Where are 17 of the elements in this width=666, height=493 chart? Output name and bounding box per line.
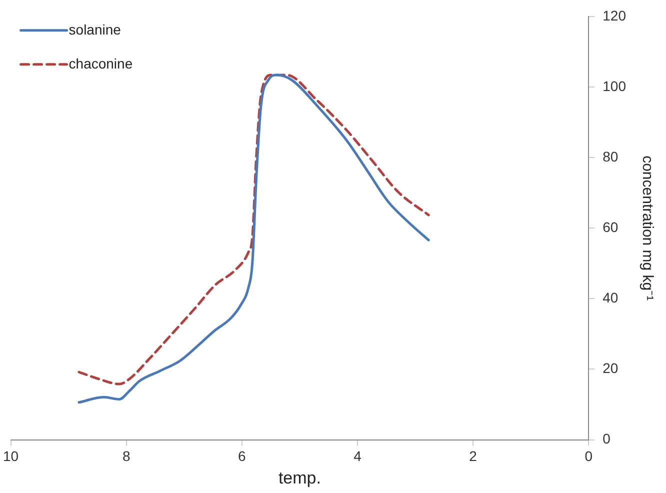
y-tick-label: 0 <box>602 430 611 447</box>
x-tick-label: 6 <box>238 448 246 464</box>
y-tick-label: 100 <box>602 78 626 94</box>
x-axis-title: temp. <box>278 468 321 488</box>
y-tick-label: 80 <box>602 148 618 164</box>
y-tick-label: 60 <box>602 218 618 235</box>
y-tick-label: 120 <box>602 7 626 24</box>
x-tick-label: 0 <box>584 448 593 464</box>
x-tick-label: 4 <box>354 448 362 464</box>
x-tick-label: 8 <box>122 448 130 464</box>
x-tick-label: 2 <box>469 448 478 464</box>
y-tick-label: 40 <box>602 290 618 306</box>
legend-label: chaconine <box>68 55 133 72</box>
x-tick-label: 10 <box>2 448 19 464</box>
legend-label: solanine <box>68 21 122 38</box>
y-axis-title: concentration mg kg⁻¹ <box>638 156 656 301</box>
y-tick-label: 20 <box>602 360 618 376</box>
